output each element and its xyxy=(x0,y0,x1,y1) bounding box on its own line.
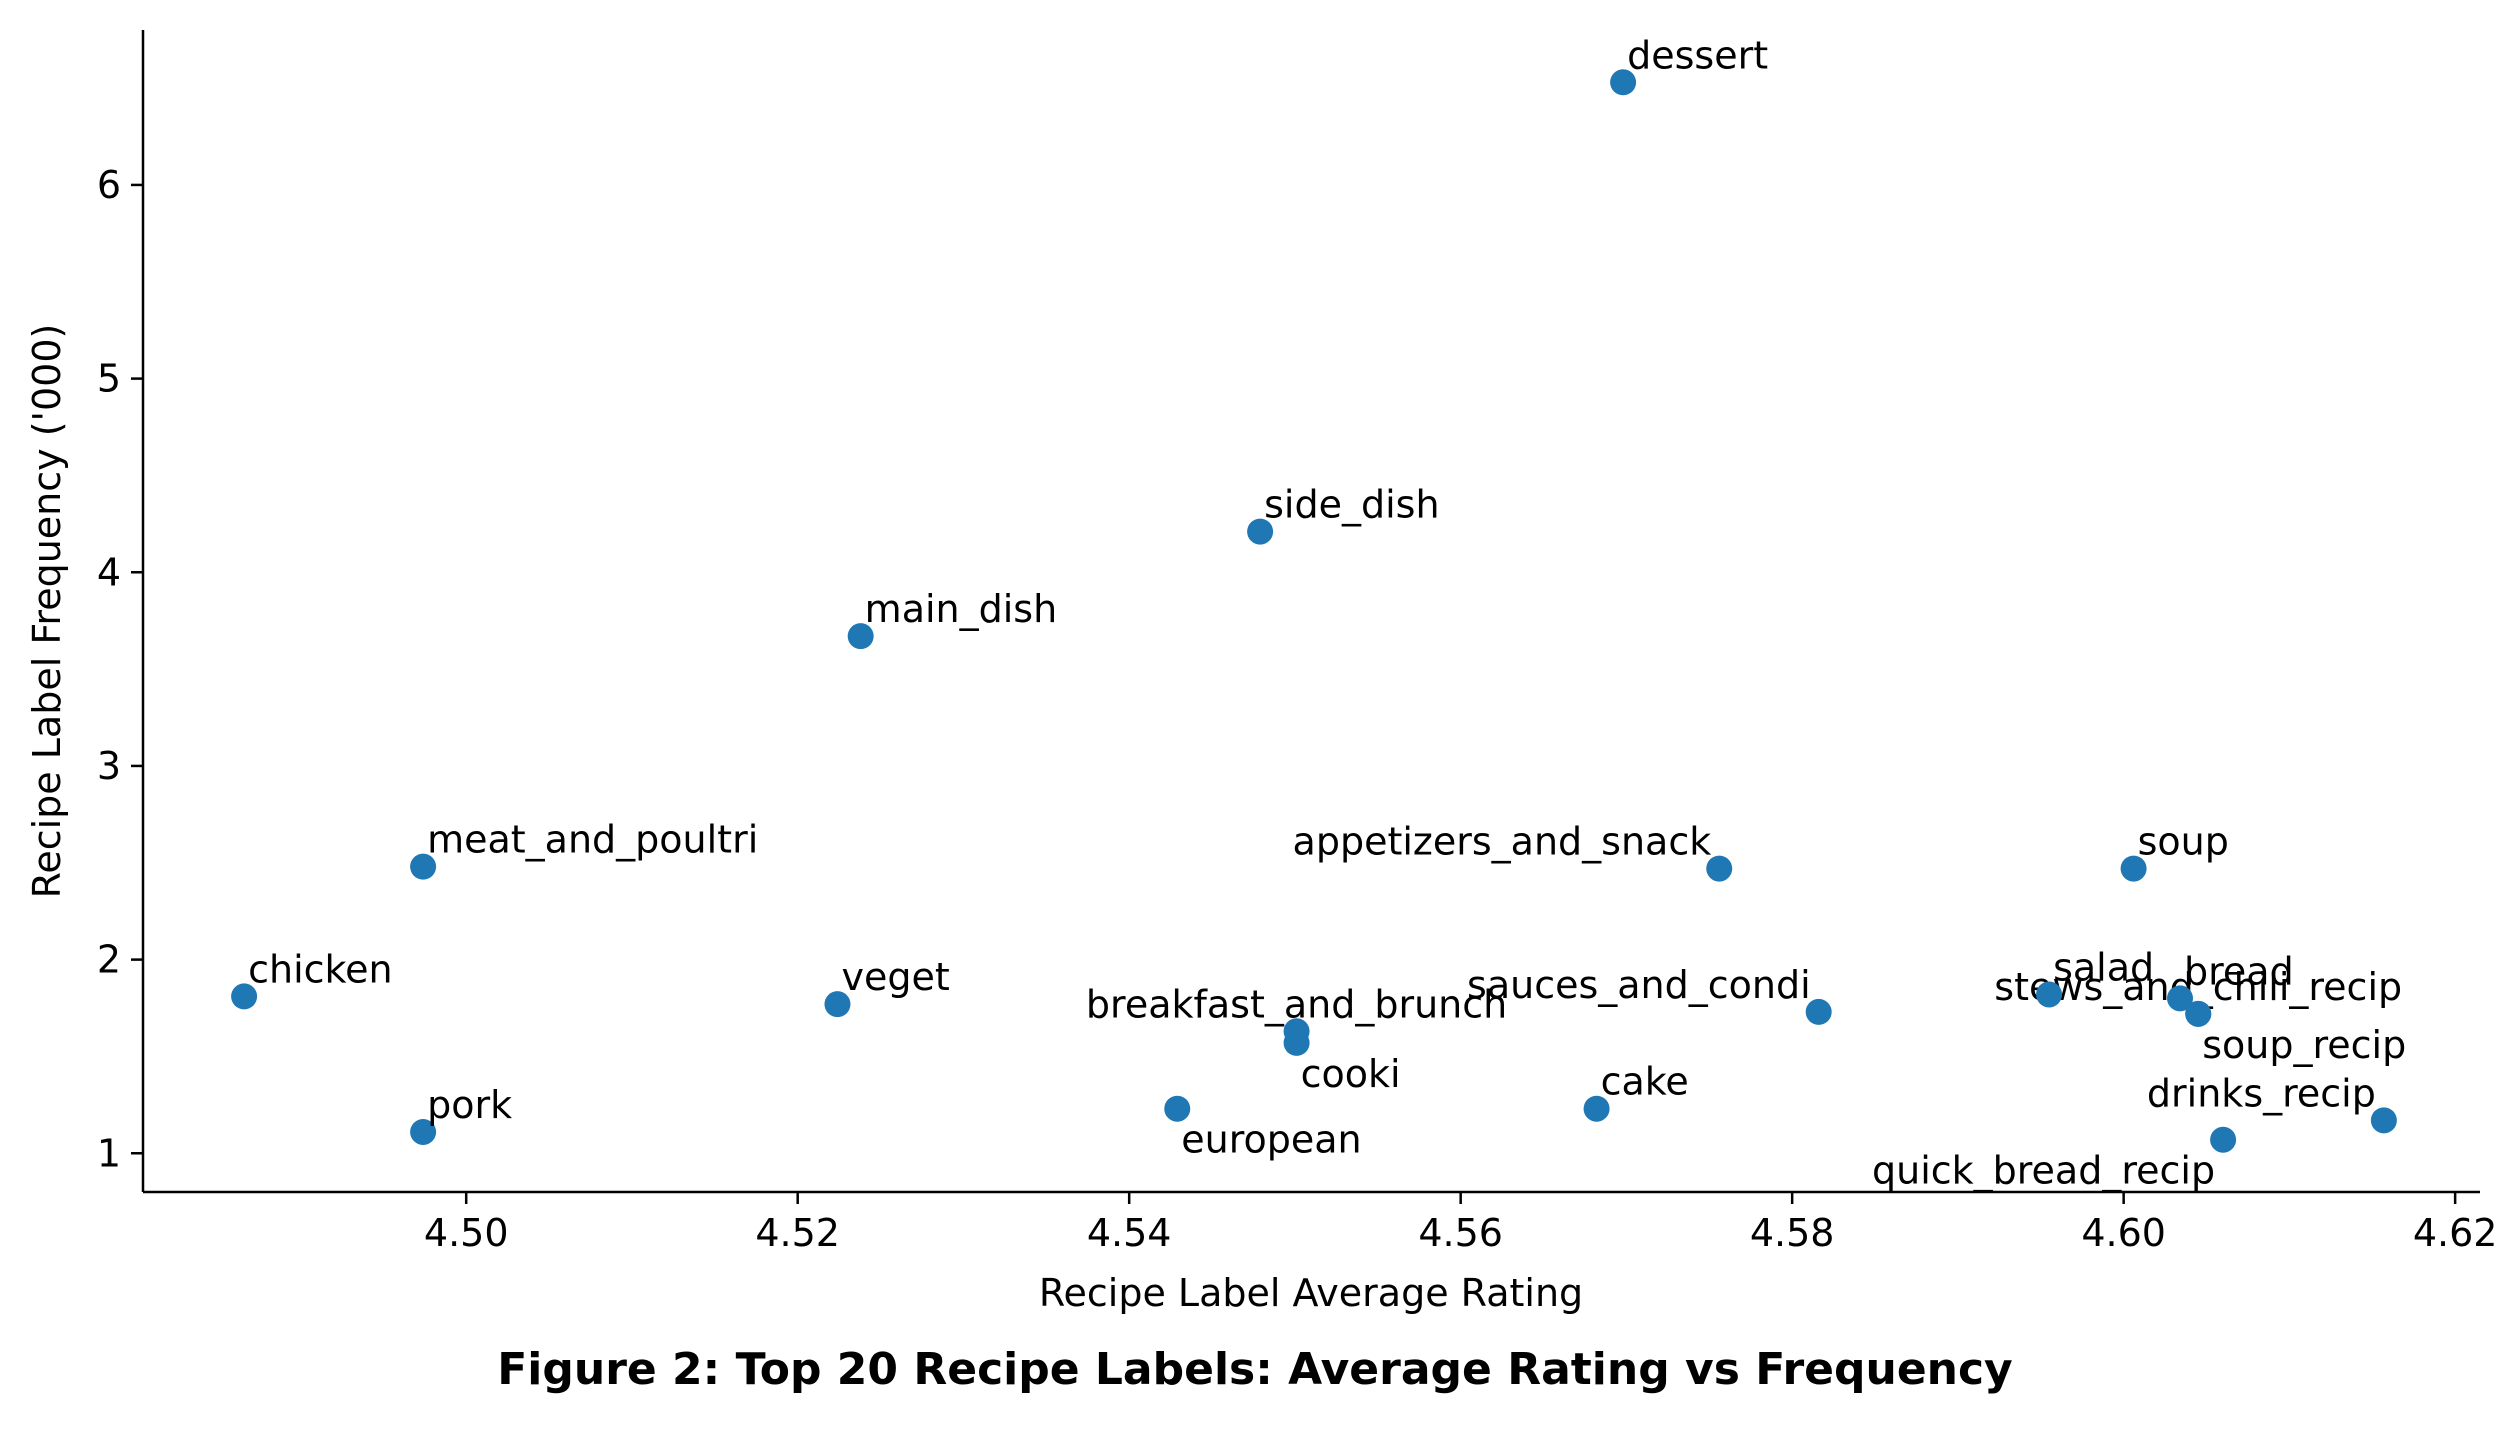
data-point-drinks-recip xyxy=(2370,1107,2397,1134)
point-label: chicken xyxy=(248,947,393,991)
point-label: pork xyxy=(427,1083,512,1127)
x-axis-label: Recipe Label Average Rating xyxy=(1039,1271,1583,1315)
data-point-appetizers-and-snack xyxy=(1706,855,1733,882)
y-tick-label: 5 xyxy=(97,357,121,401)
point-label: quick_bread_recip xyxy=(1872,1149,2215,1193)
data-point-pork xyxy=(410,1118,437,1145)
y-axis-label: Recipe Label Frequency ('000) xyxy=(25,324,69,899)
data-point-cooki xyxy=(1283,1029,1310,1056)
point-label: drinks_recip xyxy=(2147,1071,2376,1115)
data-point-meat-and-poultri xyxy=(410,853,437,880)
y-tick-label: 3 xyxy=(97,744,121,788)
point-label: european xyxy=(1181,1118,1361,1162)
point-label: salad xyxy=(2053,945,2154,989)
point-label: soup_recip xyxy=(2202,1023,2406,1067)
y-tick-label: 1 xyxy=(97,1131,121,1175)
y-tick-label: 2 xyxy=(97,938,121,982)
point-label: main_dish xyxy=(865,587,1058,631)
x-tick-label: 4.62 xyxy=(2413,1211,2498,1255)
data-point-veget xyxy=(824,991,851,1018)
point-label: bread xyxy=(2184,949,2294,993)
point-label: meat_and_poultri xyxy=(427,818,758,862)
figure-caption: Figure 2: Top 20 Recipe Labels: Average … xyxy=(497,1344,2013,1395)
data-point-sauces-and-condi xyxy=(1805,998,1832,1025)
point-label: breakfast_and_brunch xyxy=(1086,982,1507,1026)
point-label: dessert xyxy=(1627,33,1768,77)
data-point-soup xyxy=(2120,855,2147,882)
point-label: sauces_and_condi xyxy=(1467,963,1811,1007)
data-point-european xyxy=(1164,1095,1191,1122)
point-label: appetizers_and_snack xyxy=(1293,820,1712,864)
x-tick-label: 4.50 xyxy=(424,1211,509,1255)
x-axis-ticks: 4.50 4.52 4.54 4.56 4.58 4.60 4.62 xyxy=(424,1192,2498,1255)
y-tick-label: 4 xyxy=(97,550,121,594)
point-label: veget xyxy=(841,955,949,999)
data-point-dessert xyxy=(1610,69,1637,96)
plot-area: dessert side_dish main_dish meat_and_poultr… xyxy=(231,33,2406,1193)
point-label: side_dish xyxy=(1264,483,1439,527)
data-point-salad xyxy=(2036,981,2063,1008)
point-label: soup xyxy=(2138,820,2229,864)
data-point-chicken xyxy=(231,983,258,1010)
data-point-bread xyxy=(2167,985,2194,1012)
point-label: cooki xyxy=(1301,1052,1401,1096)
data-point-cake xyxy=(1583,1095,1610,1122)
data-point-main-dish xyxy=(847,623,874,650)
point-label: cake xyxy=(1601,1060,1689,1104)
data-point-side-dish xyxy=(1247,518,1274,545)
x-tick-label: 4.54 xyxy=(1087,1211,1172,1255)
y-axis-ticks: 1 2 3 4 5 6 xyxy=(97,163,143,1175)
data-point-soup-recip xyxy=(2185,1000,2212,1027)
x-tick-label: 4.60 xyxy=(2081,1211,2166,1255)
x-tick-label: 4.58 xyxy=(1750,1211,1835,1255)
x-tick-label: 4.56 xyxy=(1418,1211,1503,1255)
x-tick-label: 4.52 xyxy=(755,1211,840,1255)
y-tick-label: 6 xyxy=(97,163,121,207)
data-point-quick-bread-recip xyxy=(2210,1126,2237,1153)
